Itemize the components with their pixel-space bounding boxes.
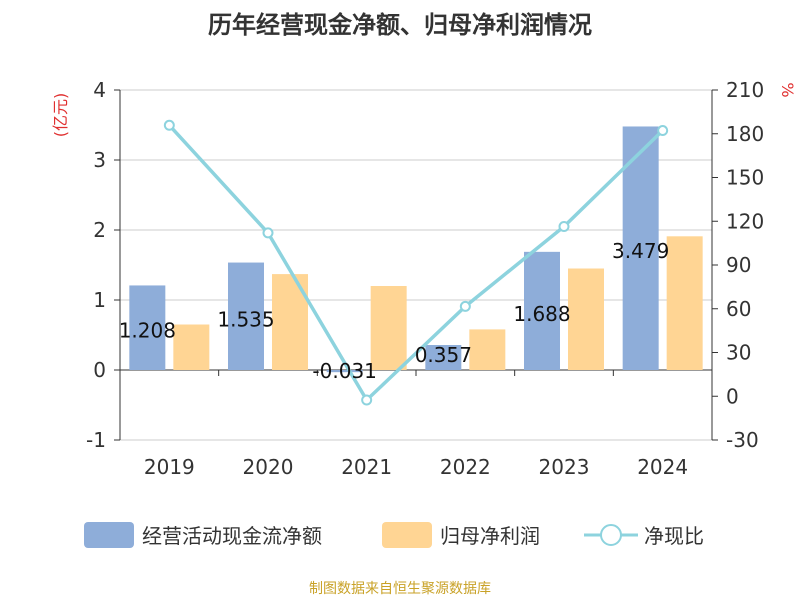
ratio-point-2024 [657, 125, 669, 137]
cashflow-bar-2024 [622, 126, 659, 370]
profit-bar-2019 [173, 324, 210, 370]
right-axis-label: % [778, 82, 797, 97]
right-tick-label: 60 [726, 297, 751, 321]
cashflow-bar-2020 [228, 262, 264, 370]
right-tick-label: 210 [726, 78, 764, 102]
x-tick-label: 2021 [341, 455, 392, 479]
cashflow-data-label: 0.357 [415, 343, 472, 367]
right-tick-label: 90 [726, 253, 751, 277]
right-tick-label: 120 [726, 209, 764, 233]
label-layer: 1.208 1.535 -0.031 0.357 1.688 3.479 [119, 239, 670, 383]
cashflow-data-label: 1.535 [217, 307, 274, 331]
right-tick-label: 30 [726, 341, 751, 365]
x-tick-label: 2019 [144, 455, 195, 479]
ratio-point-2022 [459, 300, 471, 312]
axis-layer: -1 0 1 2 3 4 -30 0 30 60 90 120 150 180 210 2019 2020 202… [51, 78, 797, 479]
line-layer [163, 119, 669, 406]
profit-bar-2024 [666, 236, 703, 370]
left-axis-label: (亿元) [51, 93, 70, 138]
right-tick-label: 150 [726, 166, 764, 190]
ratio-point-2019 [163, 119, 175, 131]
cashflow-data-label: 3.479 [612, 239, 669, 263]
legend-swatch [382, 522, 432, 548]
profit-bar-2023 [568, 268, 604, 370]
cashflow-bar-2022 [425, 345, 462, 370]
ratio-point-2020 [262, 227, 274, 239]
ratio-point-2021 [361, 394, 373, 406]
left-tick-label: 2 [93, 218, 106, 242]
cashflow-bar-2019 [129, 285, 166, 370]
profit-bar-2021 [370, 286, 407, 370]
x-tick-label: 2022 [440, 455, 491, 479]
bar-layer [129, 126, 703, 373]
cashflow-data-label: 1.688 [513, 302, 570, 326]
left-tick-label: 0 [93, 358, 106, 382]
left-tick-label: 3 [93, 148, 106, 172]
legend: 经营活动现金流净额 归母净利润 净现比 [84, 522, 704, 548]
chart-title: 历年经营现金净额、归母净利润情况 [208, 11, 592, 39]
profit-bar-2022 [469, 329, 506, 370]
x-tick-label: 2020 [243, 455, 294, 479]
legend-label: 净现比 [644, 524, 704, 548]
right-tick-label: 180 [726, 122, 764, 146]
right-tick-label: 0 [726, 384, 739, 408]
x-tick-label: 2024 [637, 455, 688, 479]
cashflow-data-label: -0.031 [312, 359, 376, 383]
x-tick-label: 2023 [539, 455, 590, 479]
left-tick-label: 1 [93, 288, 106, 312]
cashflow-data-label: 1.208 [119, 319, 176, 343]
cashflow-bar-2023 [524, 251, 560, 370]
legend-swatch [84, 522, 134, 548]
right-tick-label: -30 [726, 428, 759, 452]
left-tick-label: 4 [93, 78, 106, 102]
legend-label: 归母净利润 [440, 524, 540, 548]
cashflow-bar-2021 [326, 370, 363, 373]
legend-label: 经营活动现金流净额 [142, 524, 322, 548]
left-tick-label: -1 [86, 428, 106, 452]
legend-swatch-marker [600, 524, 622, 546]
source-note: 制图数据来自恒生聚源数据库 [309, 581, 491, 597]
ratio-line [168, 124, 664, 402]
ratio-point-2023 [558, 221, 570, 232]
